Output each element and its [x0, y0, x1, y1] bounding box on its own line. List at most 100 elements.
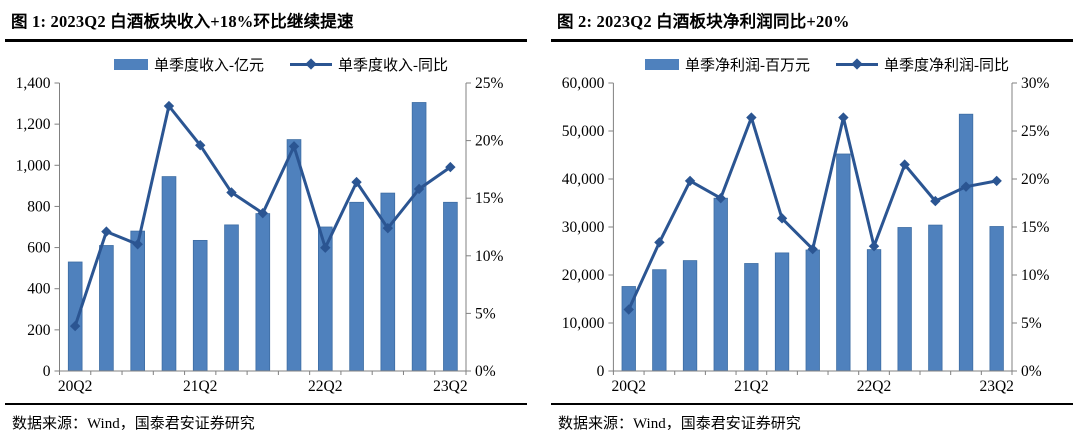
x-axis-label: 21Q2 [734, 378, 768, 395]
left-axis-label: 0 [43, 363, 51, 380]
legend-item-revenue-yoy-line: 单季度收入-同比 [290, 54, 448, 75]
diamond-marker-21Q1 [163, 100, 175, 112]
left-axis-label: 1,400 [16, 75, 51, 92]
diamond-marker-20Q3 [101, 226, 112, 237]
bar-22Q4 [928, 224, 943, 372]
diamond-marker-22Q1 [288, 141, 300, 152]
diamond-marker-icon [305, 58, 317, 70]
figure-1-title: 图 1: 2023Q2 白酒板块收入+18%环比继续提速 [11, 12, 354, 31]
x-axis-label: 20Q2 [612, 378, 646, 395]
right-axis-label: 15% [475, 190, 504, 207]
right-axis-label: 30% [1021, 75, 1050, 92]
right-axis-label: 5% [1021, 315, 1042, 332]
figure-1-panel: 图 1: 2023Q2 白酒板块收入+18%环比继续提速 单季度收入-亿元 单季… [4, 4, 528, 433]
bar-21Q1 [161, 176, 177, 372]
legend-item-netprofit-bars: 单季净利润-百万元 [645, 54, 810, 75]
x-axis-label: 20Q2 [58, 378, 92, 395]
bar-21Q2 [192, 239, 208, 372]
bar-23Q2 [443, 201, 458, 372]
left-axis-label: 20,000 [562, 267, 605, 284]
combo-chart-svg: 0 10,000 20,000 30,000 40,000 50,000 60,000 0% 5… [562, 75, 1050, 395]
diamond-marker-21Q4 [257, 207, 268, 219]
x-axis-label: 22Q2 [857, 378, 891, 395]
diamond-marker-20Q3 [654, 237, 665, 248]
left-axis-label: 600 [27, 240, 51, 257]
figure-2-title-rule [551, 39, 1073, 42]
netprofit-combo-chart: 0 10,000 20,000 30,000 40,000 50,000 60,000 0% 5… [550, 75, 1074, 399]
x-axis-label: 21Q2 [183, 378, 217, 395]
figure-1-legend: 单季度收入-亿元 单季度收入-同比 [34, 53, 528, 75]
bar-series-swatch [645, 58, 679, 70]
legend-item-revenue-bars: 单季度收入-亿元 [114, 54, 264, 75]
diamond-marker-22Q2 [320, 242, 331, 253]
diamond-marker-22Q4 [382, 222, 394, 234]
diamond-marker-21Q2 [195, 140, 206, 151]
figure-2-source: 数据来源：Wind，国泰君安证券研究 [551, 403, 1073, 433]
left-axis-label: 400 [27, 281, 51, 298]
bar-20Q4 [130, 230, 146, 372]
bar-23Q1 [411, 102, 427, 372]
left-axis-label: 30,000 [562, 219, 605, 236]
x-axis-label: 23Q2 [979, 378, 1013, 395]
bar-22Q3 [349, 201, 364, 372]
bar-21Q1 [713, 197, 728, 372]
bar-22Q1 [286, 139, 302, 372]
right-axis-label: 25% [475, 75, 504, 92]
right-axis-label: 5% [475, 305, 496, 322]
left-axis-label: 800 [27, 198, 51, 215]
left-axis-label: 200 [27, 322, 51, 339]
left-axis-label: 10,000 [562, 315, 605, 332]
combo-chart-svg: 0 200 400 600 800 1,000 1,200 1,400 0% 5% 10% 15% 20… [16, 75, 504, 395]
right-axis-label: 0% [475, 363, 496, 380]
diamond-marker-icon [851, 58, 863, 70]
legend-label: 单季度收入-亿元 [154, 57, 264, 74]
legend-label: 单季度收入-同比 [338, 57, 448, 74]
bar-21Q4 [255, 213, 271, 372]
bar-series-swatch [114, 58, 148, 70]
legend-item-netprofit-yoy-line: 单季度净利润-同比 [836, 54, 1009, 75]
diamond-marker-22Q2 [868, 241, 880, 252]
diamond-marker-21Q3 [226, 187, 237, 198]
bar-23Q2 [989, 226, 1004, 372]
right-axis-label: 10% [1021, 267, 1050, 284]
bar-21Q3 [224, 224, 239, 372]
bar-20Q2 [67, 261, 83, 372]
left-axis-label: 50,000 [562, 123, 605, 140]
right-axis-label: 0% [1021, 363, 1042, 380]
diamond-marker-20Q4 [132, 239, 143, 250]
diamond-marker-23Q2 [991, 175, 1002, 187]
right-axis-label: 15% [1021, 219, 1050, 236]
bar-20Q3 [99, 245, 114, 372]
diamond-marker-21Q2 [746, 112, 757, 123]
bar-22Q2 [866, 249, 882, 372]
figure-2-panel: 图 2: 2023Q2 白酒板块净利润同比+20% 单季净利润-百万元 单季度净… [550, 4, 1074, 433]
right-axis-label: 25% [1021, 123, 1050, 140]
left-axis-label: 1,000 [16, 157, 51, 174]
right-axis-label: 20% [475, 133, 504, 150]
left-axis-label: 60,000 [562, 75, 605, 92]
diamond-marker-23Q2 [445, 161, 456, 173]
revenue-combo-chart: 0 200 400 600 800 1,000 1,200 1,400 0% 5% 10% 15% 20… [4, 75, 528, 399]
x-axis-label: 23Q2 [433, 378, 467, 395]
right-axis-label: 20% [1021, 171, 1050, 188]
bar-20Q4 [682, 260, 698, 372]
diamond-marker-23Q1 [960, 181, 972, 192]
diamond-marker-22Q3 [351, 176, 362, 188]
bar-22Q1 [836, 153, 851, 372]
figure-2-title: 图 2: 2023Q2 白酒板块净利润同比+20% [557, 12, 850, 31]
legend-label: 单季净利润-百万元 [685, 57, 810, 74]
diamond-marker-20Q2 [69, 320, 81, 332]
figure-1-title-rule [5, 39, 527, 42]
left-axis-label: 40,000 [562, 171, 605, 188]
figure-2-legend: 单季净利润-百万元 单季度净利润-同比 [580, 53, 1074, 75]
bar-21Q2 [744, 263, 759, 372]
line-series-swatch [290, 58, 332, 70]
figure-1-source: 数据来源：Wind，国泰君安证券研究 [5, 403, 527, 433]
diamond-marker-20Q4 [684, 175, 696, 187]
x-axis-label: 22Q2 [308, 378, 342, 395]
legend-label: 单季度净利润-同比 [884, 57, 1009, 74]
bar-21Q3 [774, 252, 790, 372]
bar-20Q3 [652, 269, 667, 372]
left-axis-label: 1,200 [16, 116, 51, 133]
diamond-marker-20Q2 [623, 304, 634, 315]
